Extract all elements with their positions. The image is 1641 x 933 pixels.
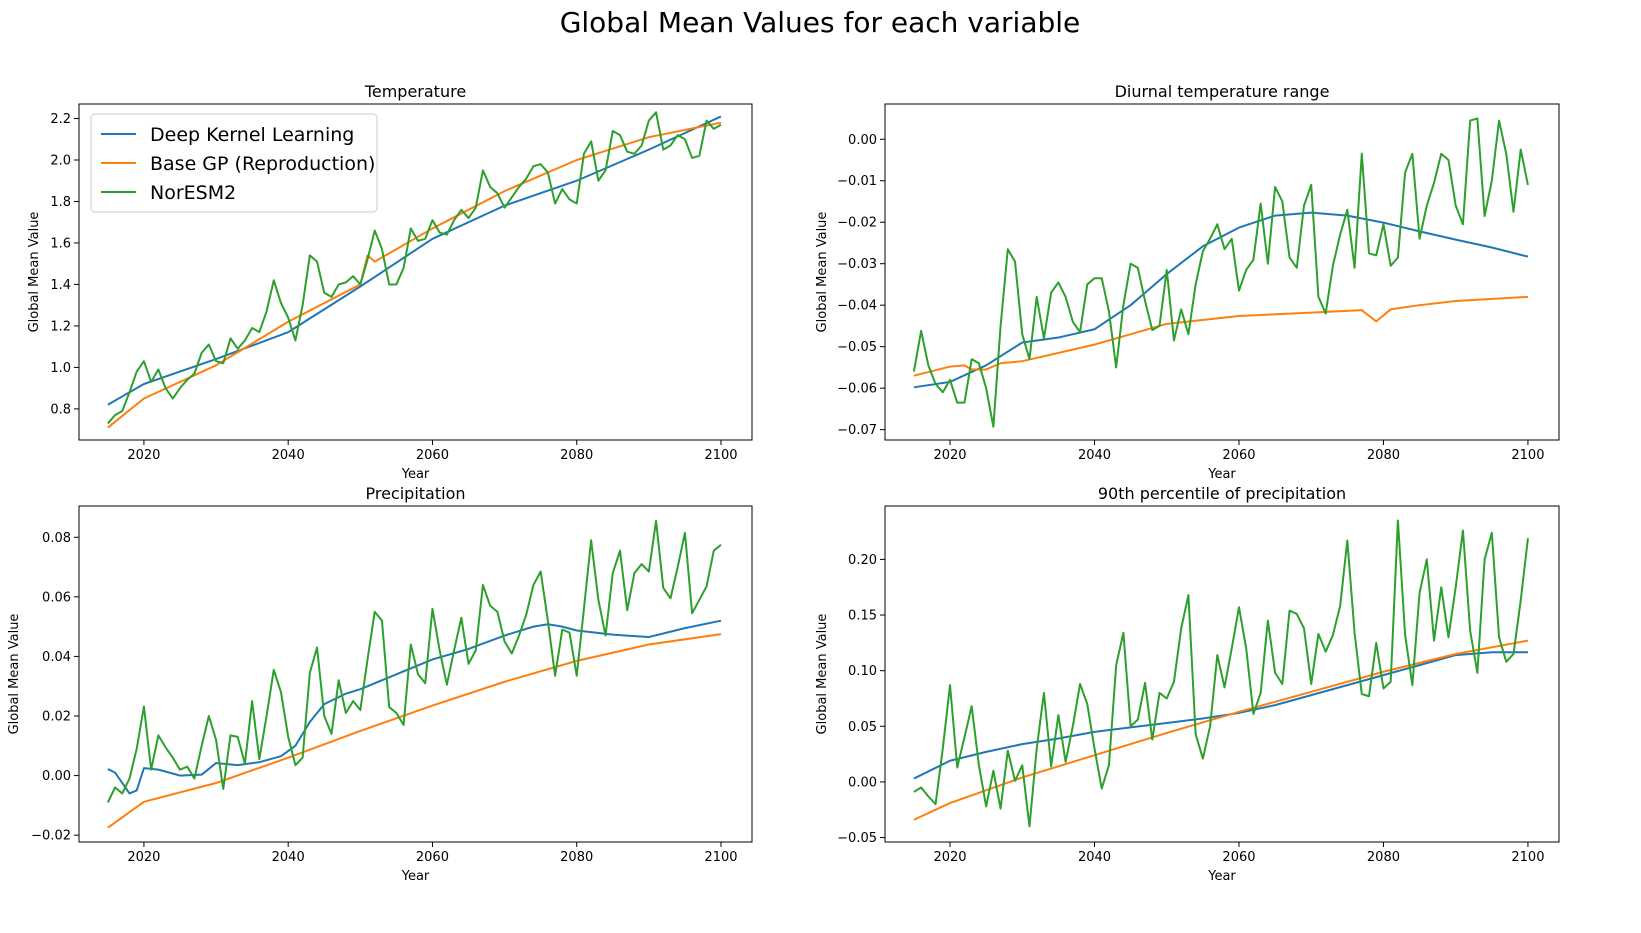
x-tick-label: 2080 xyxy=(1367,850,1400,865)
x-axis-label: Year xyxy=(401,467,430,482)
x-tick-label: 2040 xyxy=(272,448,305,463)
series-line-noresm2 xyxy=(913,519,1529,828)
series-line-deep-kernel-learning xyxy=(913,651,1528,780)
y-tick-label: −0.05 xyxy=(837,831,877,846)
y-tick-label: 0.00 xyxy=(848,133,877,148)
y-tick-label: −0.02 xyxy=(31,829,71,844)
y-tick-label: 1.8 xyxy=(50,195,71,210)
y-tick-label: 0.06 xyxy=(42,590,71,605)
figure-suptitle: Global Mean Values for each variable xyxy=(560,6,1081,39)
series-line-noresm2 xyxy=(106,519,722,803)
y-tick-label: −0.01 xyxy=(837,174,877,189)
y-tick-label: −0.05 xyxy=(837,340,877,355)
y-tick-label: −0.02 xyxy=(837,216,877,231)
legend-label-deep-kernel-learning: Deep Kernel Learning xyxy=(150,124,354,146)
y-axis-label: Global Mean Value xyxy=(27,212,42,333)
x-tick-label: 2100 xyxy=(704,448,737,463)
y-tick-label: −0.04 xyxy=(837,299,877,314)
axes-frame xyxy=(884,103,1560,441)
x-axis-label: Year xyxy=(401,869,430,884)
x-tick-label: 2060 xyxy=(1222,448,1255,463)
x-tick-label: 2020 xyxy=(127,850,160,865)
panel-90th-percentile-of-precipitation: 90th percentile of precipitation 2020 2040… xyxy=(815,484,1560,884)
x-tick-label: 2020 xyxy=(933,850,966,865)
series-line-deep-kernel-learning xyxy=(107,115,722,406)
y-tick-label: −0.06 xyxy=(837,382,877,397)
series-line-noresm2 xyxy=(912,117,1529,428)
panel-temperature: Temperature 2020 2040 2060 2080 2100 0.8 1.0 1.2… xyxy=(27,82,753,482)
y-tick-label: 2.2 xyxy=(50,112,71,127)
x-tick-label: 2020 xyxy=(127,448,160,463)
x-tick-label: 2040 xyxy=(272,850,305,865)
series-line-noresm2 xyxy=(107,111,722,425)
y-tick-label: 0.08 xyxy=(42,531,71,546)
x-tick-label: 2100 xyxy=(1511,850,1544,865)
legend-box xyxy=(90,113,378,213)
x-axis-label: Year xyxy=(1207,869,1236,884)
y-tick-label: 1.0 xyxy=(50,361,71,376)
legend-label-noresm2: NorESM2 xyxy=(150,182,236,204)
x-tick-label: 2100 xyxy=(704,850,737,865)
x-tick-label: 2100 xyxy=(1511,448,1544,463)
series-line-base-gp-reproduction xyxy=(913,295,1528,377)
y-axis-label: Global Mean Value xyxy=(7,614,22,735)
x-tick-label: 2080 xyxy=(1367,448,1400,463)
y-axis-label: Global Mean Value xyxy=(815,614,830,735)
panel-precipitation: Precipitation 2020 2040 2060 2080 2100 −0.02 0.… xyxy=(7,484,753,884)
y-tick-label: 0.05 xyxy=(848,720,877,735)
x-tick-label: 2080 xyxy=(560,850,593,865)
legend: Deep Kernel Learning Base GP (Reproductio… xyxy=(90,113,378,213)
y-tick-label: 0.10 xyxy=(848,664,877,679)
y-tick-label: 0.04 xyxy=(42,650,71,665)
y-tick-label: 0.20 xyxy=(848,553,877,568)
axes-frame xyxy=(884,505,1560,843)
y-axis-label: Global Mean Value xyxy=(815,212,830,333)
panel-diurnal-temperature-range: Diurnal temperature range 2020 2040 2060 208… xyxy=(815,82,1560,482)
x-tick-label: 2040 xyxy=(1078,448,1111,463)
y-tick-label: −0.03 xyxy=(837,257,877,272)
series-line-deep-kernel-learning xyxy=(107,619,722,795)
axes-frame xyxy=(78,505,753,843)
y-tick-label: 1.6 xyxy=(50,236,71,251)
axes-frame xyxy=(78,103,753,441)
x-axis-label: Year xyxy=(1207,467,1236,482)
legend-label-base-gp-reproduction: Base GP (Reproduction) xyxy=(150,153,375,175)
x-tick-label: 2020 xyxy=(933,448,966,463)
x-tick-label: 2040 xyxy=(1078,850,1111,865)
y-tick-label: 0.8 xyxy=(50,402,71,417)
x-tick-label: 2060 xyxy=(416,448,449,463)
series-line-base-gp-reproduction xyxy=(913,639,1529,821)
y-tick-label: 1.2 xyxy=(50,319,71,334)
panel-title: Diurnal temperature range xyxy=(1115,82,1330,101)
y-tick-label: −0.07 xyxy=(837,423,877,438)
x-tick-label: 2080 xyxy=(560,448,593,463)
panel-title: Precipitation xyxy=(365,484,465,503)
panel-title: Temperature xyxy=(364,82,466,101)
y-tick-label: 0.00 xyxy=(42,769,71,784)
y-tick-label: 1.4 xyxy=(50,278,71,293)
y-tick-label: 0.02 xyxy=(42,710,71,725)
x-tick-label: 2060 xyxy=(1222,850,1255,865)
y-tick-label: 0.00 xyxy=(848,775,877,790)
series-line-base-gp-reproduction xyxy=(107,121,722,429)
series-line-base-gp-reproduction xyxy=(107,633,722,829)
y-tick-label: 2.0 xyxy=(50,154,71,169)
y-tick-label: 0.15 xyxy=(848,609,877,624)
x-tick-label: 2060 xyxy=(416,850,449,865)
panel-title: 90th percentile of precipitation xyxy=(1098,484,1346,503)
